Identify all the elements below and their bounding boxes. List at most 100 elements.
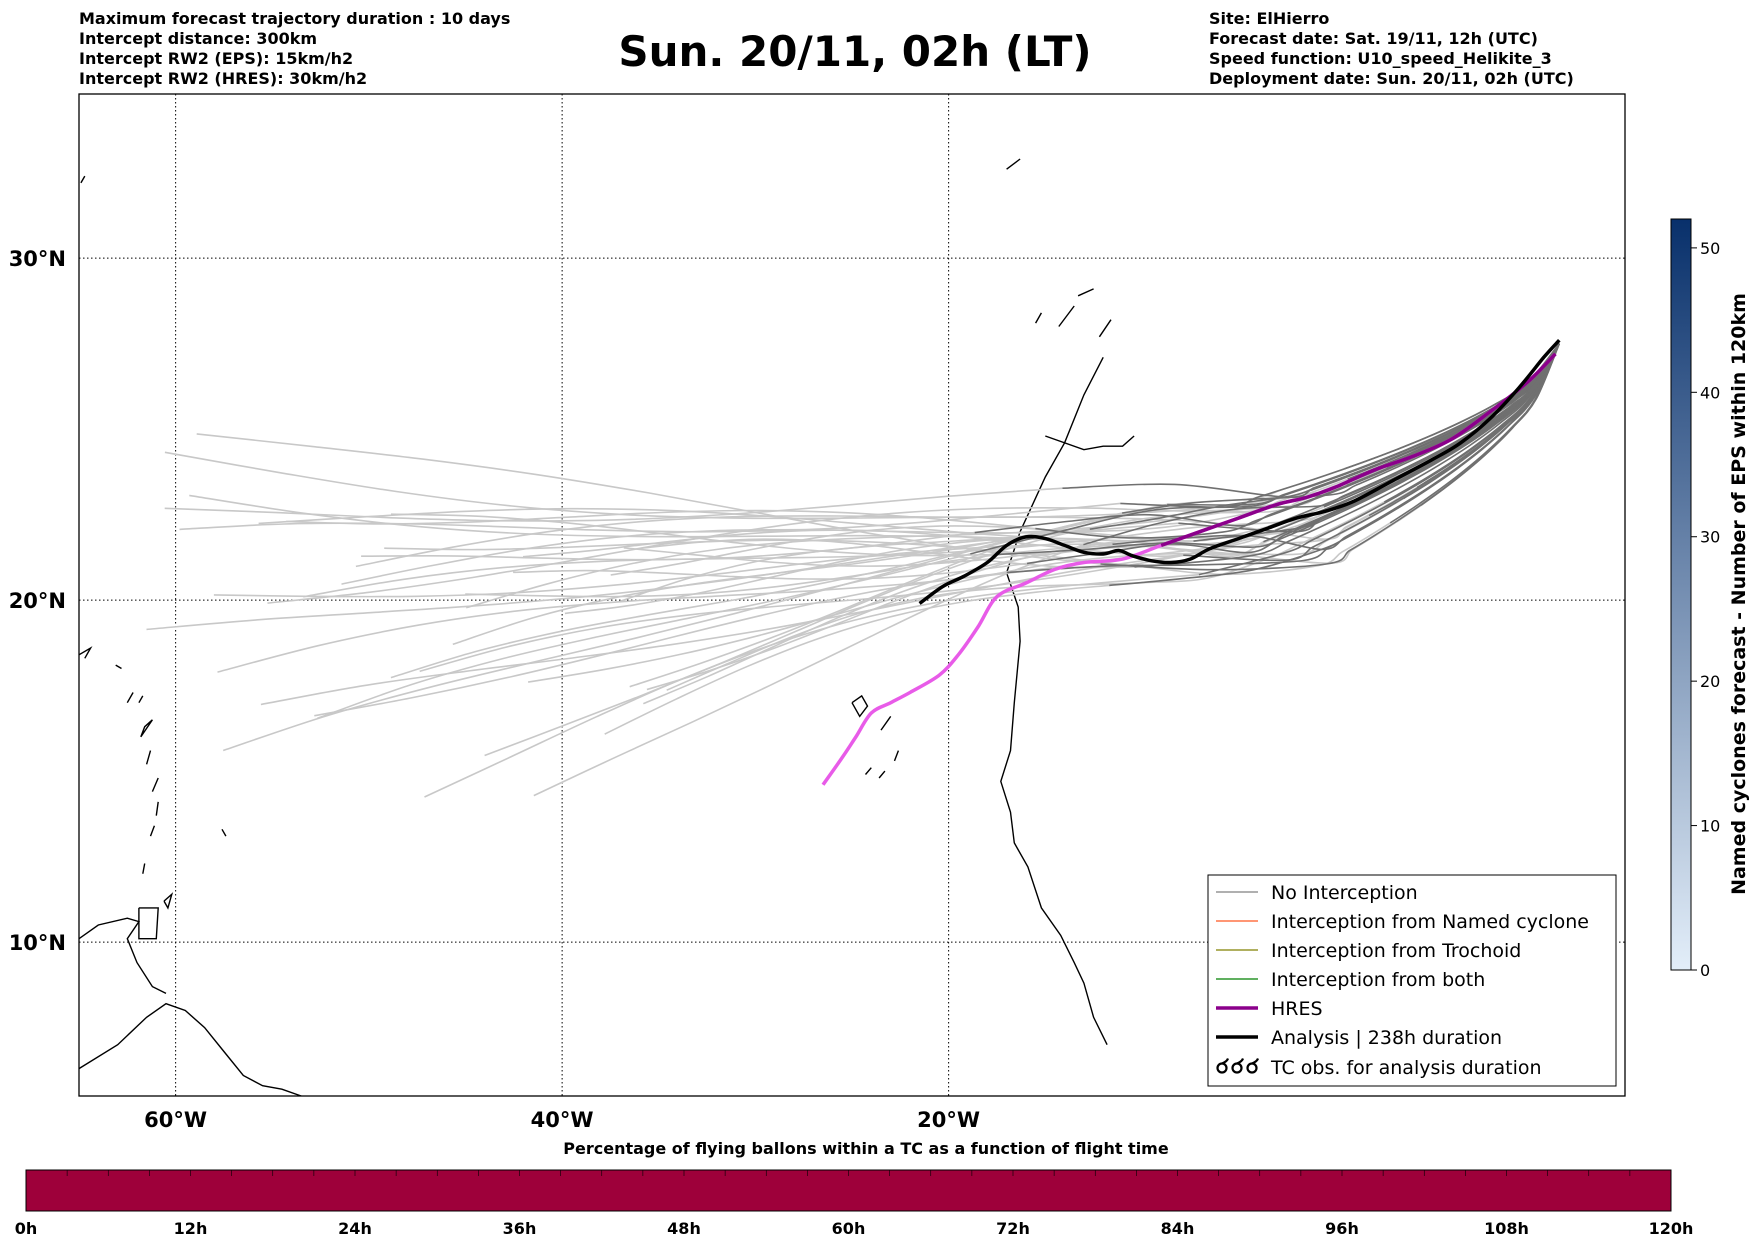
coastline [1077, 288, 1094, 297]
ensemble-track [452, 468, 1345, 646]
bottom-colorbar-tick-label: 96h [1325, 1219, 1359, 1238]
coastline [1006, 158, 1021, 170]
coastline [80, 175, 86, 184]
legend: No Interception Interception from Named … [1207, 874, 1617, 1087]
ensemble-track [610, 525, 1269, 576]
header-left-line: Intercept RW2 (HRES): 30km/h2 [79, 69, 367, 88]
bottom-colorbar-tick-label: 108h [1484, 1219, 1529, 1238]
ensemble-track [314, 571, 1007, 717]
ensemble-track [604, 584, 1110, 735]
tc-symbol-icon [1216, 1058, 1260, 1074]
lon-tick-label: 40°W [531, 1108, 594, 1132]
ensemble-track [642, 491, 1373, 705]
colorbar-tick-label: 40 [1700, 383, 1720, 402]
header-right-line: Speed function: U10_speed_Helikite_3 [1209, 49, 1552, 68]
ensemble-track [1100, 343, 1561, 571]
bottom-colorbar-tick-labels: 0h 12h 24h 36h 48h 60h 72h 84h 96h 108h 120h [15, 1219, 1694, 1238]
bottom-colorbar-tick-label: 12h [174, 1219, 208, 1238]
bottom-colorbar: Percentage of flying ballons within a TC… [15, 1139, 1694, 1238]
ensemble-track [465, 529, 1296, 598]
legend-label: No Interception [1271, 882, 1418, 904]
colorbar-ticks: 0 10 20 30 40 50 [1691, 239, 1720, 980]
coastline [140, 719, 153, 738]
lat-tick-label: 10°N [9, 931, 66, 955]
ensemble-track [1083, 343, 1560, 546]
hres-track-early [1160, 352, 1557, 548]
colorbar-tick-label: 0 [1700, 961, 1710, 980]
lat-tick-labels: 30°N 20°N 10°N [9, 247, 66, 955]
ensemble-track [164, 487, 1063, 522]
page-title: Sun. 20/11, 02h (LT) [618, 27, 1091, 76]
bottom-colorbar-tick-label: 36h [503, 1219, 537, 1238]
colorbar-tick-label: 10 [1700, 817, 1720, 836]
colorbar-label: Named cyclones forecast - Number of EPS … [1728, 293, 1750, 895]
ensemble-track [316, 553, 971, 720]
legend-label: Interception from both [1271, 969, 1485, 991]
ensemble-tracks-light [146, 433, 1422, 798]
lon-tick-label: 20°W [917, 1108, 980, 1132]
coastline [115, 664, 122, 670]
ensemble-track [260, 554, 1184, 706]
bottom-colorbar-tick-label: 72h [996, 1219, 1030, 1238]
coastline [878, 770, 886, 779]
ensemble-track [1368, 343, 1561, 517]
ensemble-track [974, 343, 1560, 534]
analysis-track [918, 339, 1561, 605]
bottom-colorbar-tick-label: 60h [832, 1219, 866, 1238]
coastline [1058, 305, 1075, 327]
coastline [149, 825, 156, 837]
coastline [221, 828, 227, 837]
coastline [893, 750, 900, 762]
header-right: Site: ElHierro Forecast date: Sat. 19/11… [1209, 9, 1574, 88]
legend-label: HRES [1271, 998, 1323, 1020]
header-right-line: Site: ElHierro [1209, 9, 1329, 28]
legend-entries: No Interception Interception from Named … [1216, 882, 1589, 1079]
coastline [145, 750, 152, 765]
colorbar-gradient [1670, 218, 1692, 971]
coastline [1034, 312, 1043, 324]
ensemble-track [390, 503, 1168, 679]
colorbar-tick-label: 50 [1700, 239, 1720, 258]
coastline [79, 917, 167, 995]
legend-label: Interception from Named cyclone [1271, 911, 1589, 933]
ensemble-track [623, 543, 1113, 567]
colorbar-tick-label: 20 [1700, 672, 1720, 691]
header-left-line: Intercept distance: 300km [79, 29, 317, 48]
header-left-line: Intercept RW2 (EPS): 15km/h2 [79, 49, 353, 68]
bottom-colorbar-tick-label: 120h [1649, 1219, 1694, 1238]
ensemble-track [1006, 343, 1561, 574]
ensemble-track [564, 513, 1314, 615]
ensemble-track [666, 501, 1385, 691]
header-right-line: Deployment date: Sun. 20/11, 02h (UTC) [1209, 69, 1574, 88]
lon-tick-label: 60°W [144, 1108, 207, 1132]
coastline [1045, 435, 1135, 451]
ensemble-track [1310, 343, 1560, 492]
bottom-colorbar-bar [25, 1169, 1672, 1212]
header-left-line: Maximum forecast trajectory duration : 1… [79, 9, 510, 28]
coastline [79, 646, 93, 659]
ensemble-track [1134, 343, 1560, 568]
bottom-colorbar-tick-label: 48h [667, 1219, 701, 1238]
coastline [880, 715, 892, 731]
bottom-colorbar-minor-ticks [66, 1170, 1631, 1176]
ensemble-track [390, 513, 997, 557]
legend-label: TC obs. for analysis duration [1270, 1057, 1542, 1079]
legend-box [1207, 874, 1617, 1087]
coastline [864, 767, 872, 775]
legend-label: Analysis | 238h duration [1271, 1027, 1502, 1049]
coastline [155, 801, 159, 816]
coastline [138, 907, 159, 940]
ensemble-track [533, 543, 1084, 797]
ensemble-track [419, 514, 1370, 673]
coastlines [79, 158, 1135, 1096]
lon-tick-labels: 60°W 40°W 20°W [144, 1108, 980, 1132]
coastline [1000, 356, 1108, 1046]
bottom-colorbar-tick-label: 0h [15, 1219, 38, 1238]
coastline [79, 1002, 302, 1096]
map-frame [78, 93, 1626, 1097]
coastline [126, 692, 134, 704]
coastline [138, 695, 144, 704]
lat-tick-label: 30°N [9, 247, 66, 271]
bottom-colorbar-title: Percentage of flying ballons within a TC… [563, 1139, 1169, 1158]
